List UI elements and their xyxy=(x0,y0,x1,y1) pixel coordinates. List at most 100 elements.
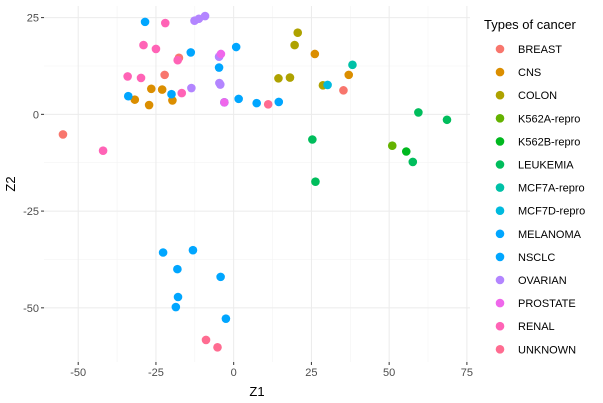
y-axis-ticks: -50 -25 0 25 xyxy=(23,13,44,315)
point-colon xyxy=(274,74,283,83)
point-renal xyxy=(173,55,183,65)
legend-label-prostate: PROSTATE xyxy=(518,298,576,310)
point-prostate xyxy=(216,49,226,59)
legend-key-renal xyxy=(495,321,505,331)
legend-key-cns xyxy=(495,67,505,77)
point-melanoma xyxy=(214,63,224,72)
point-mcf7d-repro xyxy=(323,80,332,90)
point-cns xyxy=(130,95,140,104)
point-mcf7a-repro xyxy=(348,60,357,70)
point-leukemia xyxy=(414,108,423,117)
point-renal xyxy=(98,146,108,156)
point-melanoma xyxy=(158,248,168,257)
x-tick-label: 0 xyxy=(231,367,237,379)
point-renal xyxy=(139,40,148,50)
point-renal xyxy=(151,44,161,54)
legend-label-k562a-repro: K562A-repro xyxy=(518,113,580,125)
point-ovarian xyxy=(216,80,225,89)
point-melanoma xyxy=(173,292,183,302)
legend-label-k562b-repro: K562B-repro xyxy=(518,136,580,148)
legend-label-ovarian: OVARIAN xyxy=(518,275,567,287)
point-breast xyxy=(160,70,169,80)
point-renal xyxy=(177,88,187,98)
point-cns xyxy=(310,49,320,59)
legend-label-mcf7a-repro: MCF7A-repro xyxy=(518,183,585,195)
legend-key-mcf7a-repro xyxy=(495,183,505,192)
legend-label-unknown: UNKNOWN xyxy=(518,344,576,356)
legend-key-mcf7d-repro xyxy=(495,206,505,215)
legend-key-prostate xyxy=(495,298,505,308)
point-melanoma xyxy=(140,17,150,27)
legend-key-k562a-repro xyxy=(495,114,505,123)
point-renal xyxy=(160,18,170,28)
grid xyxy=(44,6,470,362)
point-leukemia xyxy=(308,135,317,144)
point-prostate xyxy=(220,98,229,107)
point-nsclc xyxy=(167,89,176,99)
point-melanoma xyxy=(173,264,182,274)
legend-label-melanoma: MELANOMA xyxy=(518,229,582,241)
x-tick-label: -50 xyxy=(70,367,86,379)
legend: Types of cancer BREAST CNS COLON K562A-repr… xyxy=(484,17,585,356)
legend-label-nsclc: NSCLC xyxy=(518,252,555,264)
point-melanoma xyxy=(188,245,198,255)
point-melanoma xyxy=(186,48,196,57)
legend-label-mcf7d-repro: MCF7D-repro xyxy=(518,206,585,218)
point-k562a-repro xyxy=(387,141,397,150)
point-nsclc xyxy=(274,97,284,107)
legend-key-unknown xyxy=(495,345,505,354)
legend-key-leukemia xyxy=(495,160,505,169)
point-leukemia xyxy=(442,115,452,125)
point-leukemia xyxy=(311,177,320,186)
point-colon xyxy=(293,28,303,37)
point-nsclc xyxy=(123,91,133,101)
y-tick-label: -25 xyxy=(23,206,39,218)
point-melanoma xyxy=(216,272,225,282)
point-ovarian xyxy=(200,11,210,21)
point-colon xyxy=(290,40,299,50)
point-nsclc xyxy=(252,98,261,108)
point-k562b-repro xyxy=(401,147,411,156)
legend-label-renal: RENAL xyxy=(518,321,555,333)
point-colon xyxy=(285,73,295,82)
legend-label-colon: COLON xyxy=(518,90,557,102)
legend-key-k562b-repro xyxy=(495,137,505,146)
y-tick-label: 25 xyxy=(27,13,39,25)
x-axis-ticks: -50 -25 0 25 50 75 xyxy=(70,362,473,379)
point-renal xyxy=(136,73,146,83)
legend-title: Types of cancer xyxy=(484,17,576,32)
legend-label-breast: BREAST xyxy=(518,44,562,56)
point-melanoma xyxy=(171,302,181,312)
legend-key-colon xyxy=(495,90,505,100)
y-axis-title: Z2 xyxy=(3,176,18,191)
legend-items: BREAST CNS COLON K562A-repro K562B-repro LEUK… xyxy=(495,44,585,356)
point-breast xyxy=(58,130,68,139)
x-tick-label: -25 xyxy=(148,367,164,379)
legend-key-melanoma xyxy=(495,229,505,239)
x-tick-label: 75 xyxy=(461,367,473,379)
x-tick-label: 50 xyxy=(383,367,395,379)
legend-key-breast xyxy=(495,44,505,54)
y-tick-label: 0 xyxy=(33,109,39,121)
legend-label-leukemia: LEUKEMIA xyxy=(518,160,574,172)
y-tick-label: -50 xyxy=(23,303,39,315)
x-tick-label: 25 xyxy=(305,367,317,379)
point-melanoma xyxy=(221,314,231,323)
point-nsclc xyxy=(231,42,241,52)
point-unknown xyxy=(213,342,222,352)
point-cns xyxy=(146,84,156,94)
data-points xyxy=(58,11,452,352)
point-leukemia xyxy=(408,157,418,167)
point-cns xyxy=(157,85,167,94)
point-cns xyxy=(344,70,354,80)
legend-key-nsclc xyxy=(495,252,505,262)
point-unknown xyxy=(263,99,273,109)
point-nsclc xyxy=(234,94,243,104)
point-renal xyxy=(123,72,132,81)
legend-label-cns: CNS xyxy=(518,67,541,79)
x-axis-title: Z1 xyxy=(249,384,264,399)
point-ovarian xyxy=(187,83,196,93)
point-cns xyxy=(144,100,154,110)
point-breast xyxy=(339,86,348,95)
